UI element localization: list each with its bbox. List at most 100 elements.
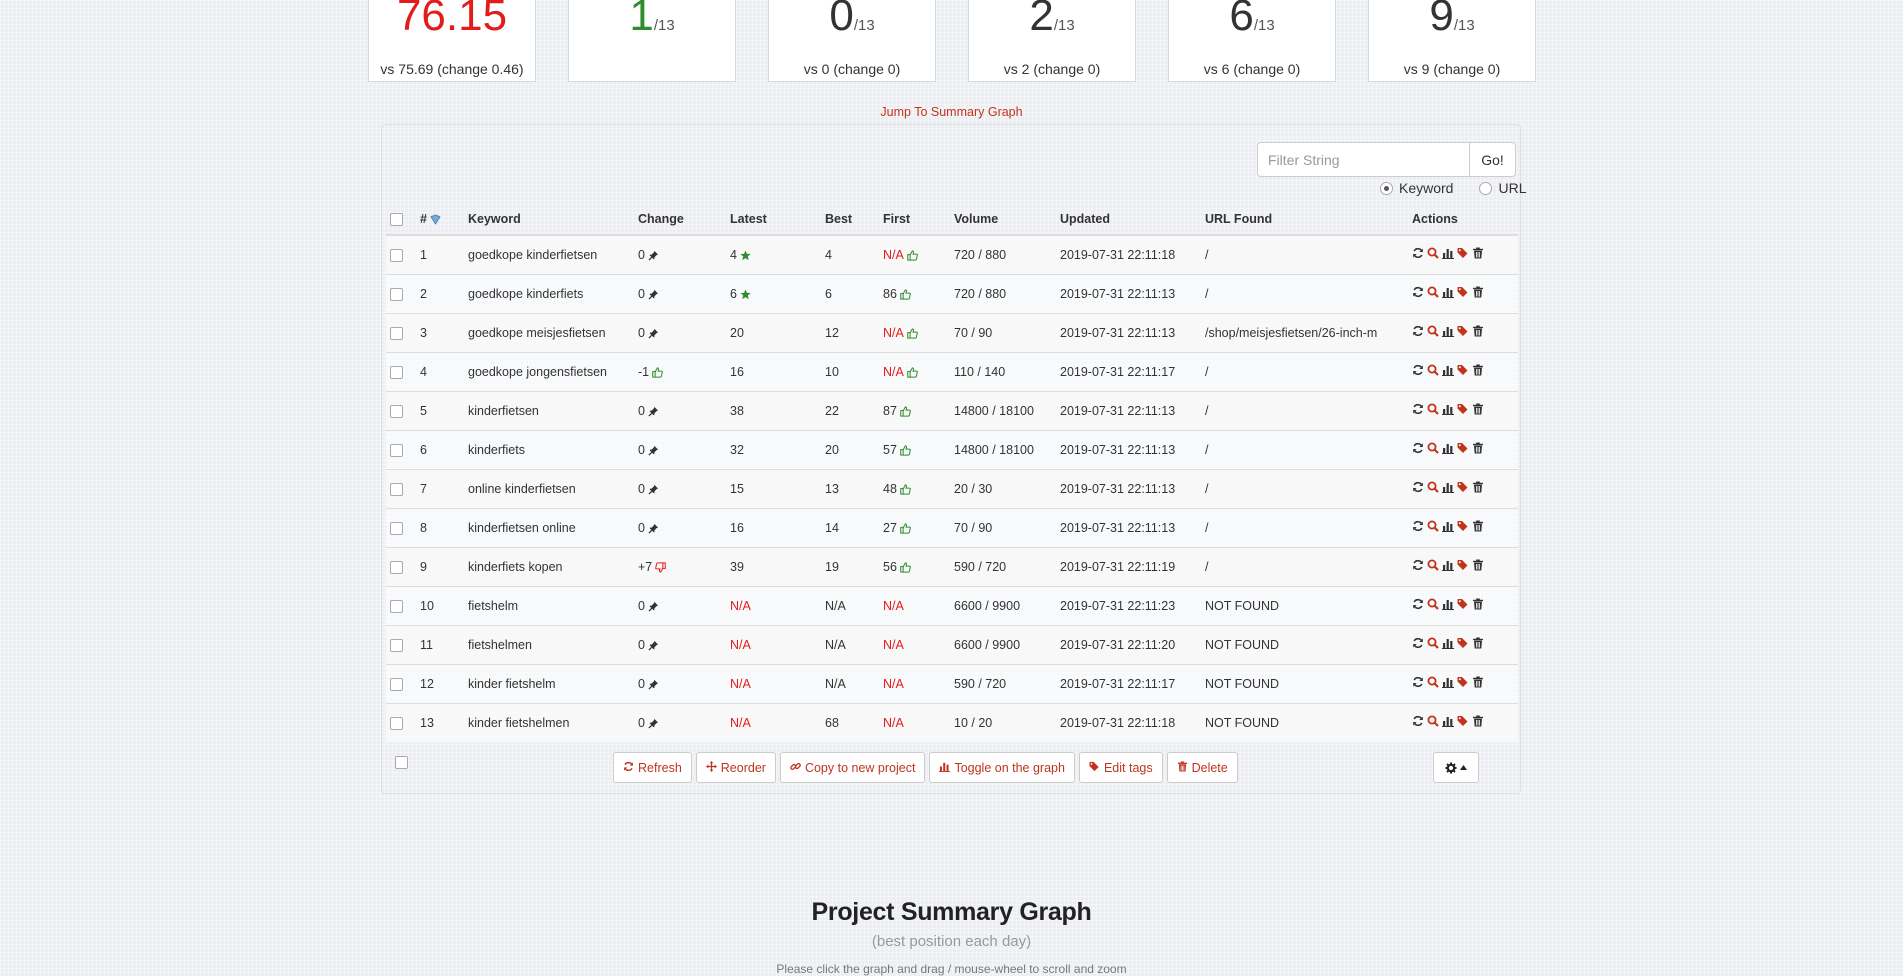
row-tags-button[interactable] xyxy=(1457,481,1469,496)
row-checkbox[interactable] xyxy=(390,677,403,691)
row-checkbox[interactable] xyxy=(390,443,403,457)
jump-to-summary-link[interactable]: Jump To Summary Graph xyxy=(880,105,1023,119)
edit-tags-button[interactable]: Edit tags xyxy=(1078,752,1163,783)
row-keyword[interactable]: kinderfiets xyxy=(464,429,634,469)
row-refresh-button[interactable] xyxy=(1412,403,1424,418)
row-checkbox[interactable] xyxy=(390,365,403,379)
row-url-found[interactable]: /shop/meisjesfietsen/26-inch-m xyxy=(1201,312,1408,352)
row-graph-button[interactable] xyxy=(1442,325,1454,340)
col-header-url-found[interactable]: URL Found xyxy=(1201,203,1408,236)
delete-button[interactable]: Delete xyxy=(1166,752,1238,783)
col-header-best[interactable]: Best xyxy=(821,203,879,236)
row-search-button[interactable] xyxy=(1427,598,1439,613)
row-url-found[interactable]: / xyxy=(1201,546,1408,586)
row-tags-button[interactable] xyxy=(1457,364,1469,379)
row-url-found[interactable]: / xyxy=(1201,273,1408,313)
row-graph-button[interactable] xyxy=(1442,520,1454,535)
row-url-found[interactable]: / xyxy=(1201,429,1408,469)
row-delete-button[interactable] xyxy=(1472,442,1484,457)
row-url-found[interactable]: / xyxy=(1201,351,1408,391)
row-url-found[interactable]: / xyxy=(1201,390,1408,430)
row-refresh-button[interactable] xyxy=(1412,715,1424,730)
row-graph-button[interactable] xyxy=(1442,598,1454,613)
row-delete-button[interactable] xyxy=(1472,598,1484,613)
row-checkbox[interactable] xyxy=(390,482,403,496)
row-delete-button[interactable] xyxy=(1472,715,1484,730)
row-keyword[interactable]: kinder fietshelmen xyxy=(464,702,634,742)
row-checkbox[interactable] xyxy=(390,521,403,535)
row-delete-button[interactable] xyxy=(1472,520,1484,535)
row-checkbox[interactable] xyxy=(390,287,403,301)
select-all-bottom-checkbox[interactable] xyxy=(395,756,408,769)
row-refresh-button[interactable] xyxy=(1412,676,1424,691)
row-tags-button[interactable] xyxy=(1457,637,1469,652)
row-search-button[interactable] xyxy=(1427,715,1439,730)
row-refresh-button[interactable] xyxy=(1412,286,1424,301)
row-keyword[interactable]: online kinderfietsen xyxy=(464,468,634,508)
row-url-found[interactable]: / xyxy=(1201,507,1408,547)
toggle-on-graph-button[interactable]: Toggle on the graph xyxy=(929,752,1075,783)
row-delete-button[interactable] xyxy=(1472,481,1484,496)
row-search-button[interactable] xyxy=(1427,520,1439,535)
row-checkbox[interactable] xyxy=(390,638,403,652)
row-checkbox[interactable] xyxy=(390,716,403,730)
row-url-found[interactable]: / xyxy=(1201,234,1408,274)
row-keyword[interactable]: kinder fietshelm xyxy=(464,663,634,703)
row-search-button[interactable] xyxy=(1427,481,1439,496)
row-refresh-button[interactable] xyxy=(1412,247,1424,262)
row-refresh-button[interactable] xyxy=(1412,520,1424,535)
row-refresh-button[interactable] xyxy=(1412,559,1424,574)
select-all-checkbox[interactable] xyxy=(390,212,403,226)
row-tags-button[interactable] xyxy=(1457,676,1469,691)
row-url-found[interactable]: / xyxy=(1201,468,1408,508)
row-keyword[interactable]: kinderfietsen online xyxy=(464,507,634,547)
row-search-button[interactable] xyxy=(1427,247,1439,262)
row-delete-button[interactable] xyxy=(1472,403,1484,418)
keyword-radio[interactable] xyxy=(1380,181,1393,195)
row-graph-button[interactable] xyxy=(1442,364,1454,379)
col-header-latest[interactable]: Latest xyxy=(726,203,821,236)
col-header-volume[interactable]: Volume xyxy=(950,203,1056,236)
row-checkbox[interactable] xyxy=(390,404,403,418)
row-graph-button[interactable] xyxy=(1442,442,1454,457)
row-checkbox[interactable] xyxy=(390,248,403,262)
row-refresh-button[interactable] xyxy=(1412,481,1424,496)
col-header-num[interactable]: # xyxy=(420,211,427,226)
row-checkbox[interactable] xyxy=(390,326,403,340)
row-graph-button[interactable] xyxy=(1442,481,1454,496)
row-graph-button[interactable] xyxy=(1442,676,1454,691)
row-delete-button[interactable] xyxy=(1472,286,1484,301)
row-search-button[interactable] xyxy=(1427,676,1439,691)
row-search-button[interactable] xyxy=(1427,403,1439,418)
row-delete-button[interactable] xyxy=(1472,364,1484,379)
row-checkbox[interactable] xyxy=(390,599,403,613)
row-keyword[interactable]: goedkope jongensfietsen xyxy=(464,351,634,391)
row-search-button[interactable] xyxy=(1427,325,1439,340)
row-tags-button[interactable] xyxy=(1457,403,1469,418)
reorder-button[interactable]: Reorder xyxy=(695,752,776,783)
settings-dropdown-button[interactable] xyxy=(1433,752,1479,783)
row-tags-button[interactable] xyxy=(1457,247,1469,262)
row-refresh-button[interactable] xyxy=(1412,442,1424,457)
row-graph-button[interactable] xyxy=(1442,247,1454,262)
row-search-button[interactable] xyxy=(1427,286,1439,301)
row-tags-button[interactable] xyxy=(1457,559,1469,574)
row-tags-button[interactable] xyxy=(1457,598,1469,613)
row-delete-button[interactable] xyxy=(1472,247,1484,262)
row-search-button[interactable] xyxy=(1427,364,1439,379)
row-graph-button[interactable] xyxy=(1442,403,1454,418)
row-refresh-button[interactable] xyxy=(1412,598,1424,613)
go-button[interactable]: Go! xyxy=(1469,142,1516,177)
row-tags-button[interactable] xyxy=(1457,715,1469,730)
row-keyword[interactable]: fietshelmen xyxy=(464,624,634,664)
row-graph-button[interactable] xyxy=(1442,559,1454,574)
row-search-button[interactable] xyxy=(1427,637,1439,652)
copy-to-new-project-button[interactable]: Copy to new project xyxy=(779,752,926,783)
row-keyword[interactable]: goedkope kinderfiets xyxy=(464,273,634,313)
row-keyword[interactable]: goedkope kinderfietsen xyxy=(464,234,634,274)
row-graph-button[interactable] xyxy=(1442,715,1454,730)
row-checkbox[interactable] xyxy=(390,560,403,574)
row-tags-button[interactable] xyxy=(1457,442,1469,457)
row-delete-button[interactable] xyxy=(1472,559,1484,574)
row-tags-button[interactable] xyxy=(1457,286,1469,301)
